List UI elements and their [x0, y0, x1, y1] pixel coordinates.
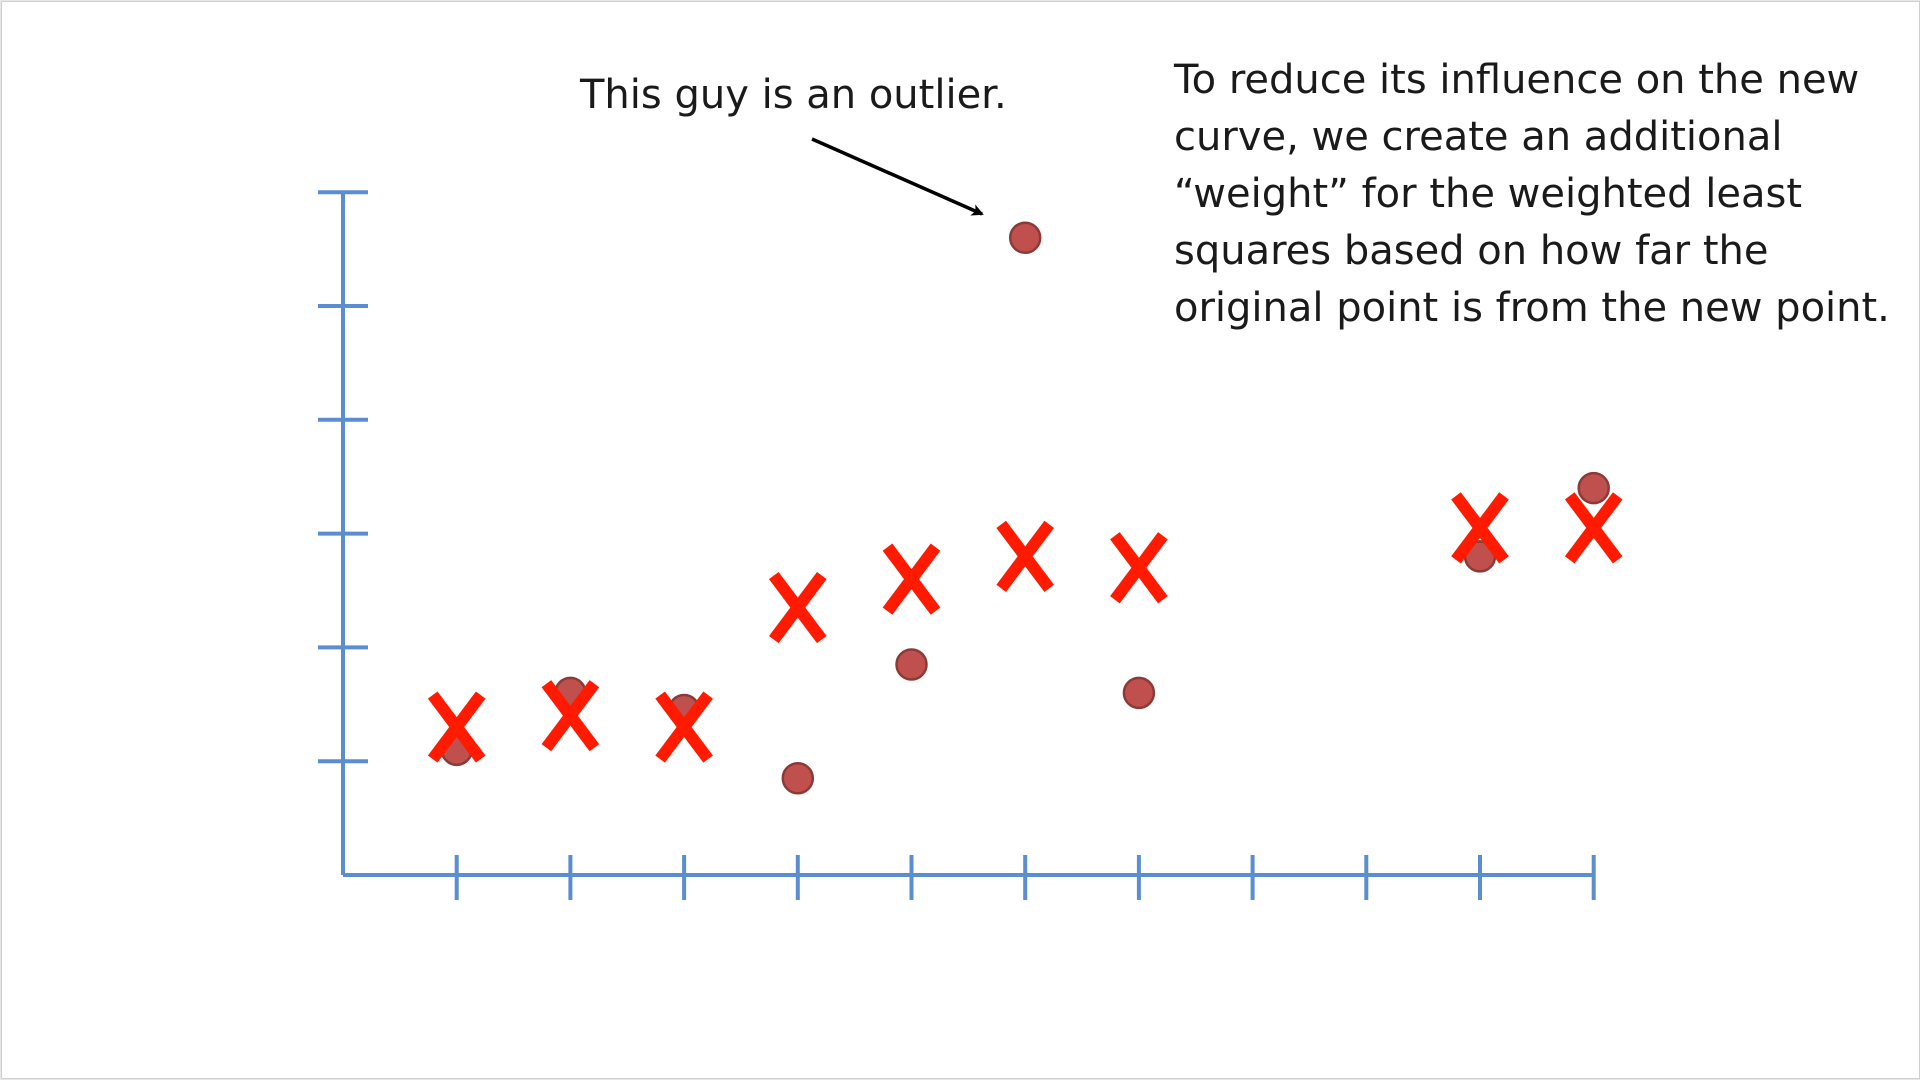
data-point-x-marker	[655, 691, 713, 763]
data-point-circle	[781, 762, 815, 795]
note-line: squares based on how far the	[1174, 228, 1769, 274]
x-marker-stroke	[768, 571, 827, 644]
outlier-arrow	[811, 137, 984, 216]
x-marker-stroke	[655, 691, 713, 763]
data-point-x-marker	[768, 571, 827, 644]
weighting-note: To reduce its influence on the new curve…	[1174, 52, 1914, 337]
x-marker-stroke	[1110, 532, 1168, 604]
axes	[318, 190, 1596, 900]
x-marker-stroke	[996, 520, 1054, 592]
x-marker-stroke	[427, 691, 486, 763]
plot-marks	[427, 221, 1623, 795]
data-point-x-marker	[1451, 492, 1509, 564]
x-marker-stroke	[541, 680, 600, 752]
note-line: “weight” for the weighted least	[1174, 171, 1803, 217]
data-point-x-marker	[1564, 492, 1623, 564]
data-point-x-marker	[996, 520, 1054, 592]
outlier-annotation: This guy is an outlier.	[580, 72, 1007, 118]
x-marker-stroke	[1451, 492, 1509, 564]
data-point-circle	[1122, 676, 1156, 710]
x-marker-stroke	[882, 543, 941, 615]
data-point-x-marker	[1110, 532, 1168, 604]
data-point-x-marker	[541, 680, 600, 752]
data-point-x-marker	[882, 543, 941, 615]
data-point-circle	[1008, 221, 1042, 254]
note-line: curve, we create an additional	[1174, 114, 1783, 160]
data-point-circle	[1577, 471, 1610, 505]
data-point-x-marker	[427, 691, 486, 763]
x-marker-stroke	[1564, 492, 1623, 564]
note-line: original point is from the new point.	[1174, 285, 1890, 331]
note-line: To reduce its influence on the new	[1174, 57, 1860, 103]
data-point-circle	[895, 648, 928, 681]
